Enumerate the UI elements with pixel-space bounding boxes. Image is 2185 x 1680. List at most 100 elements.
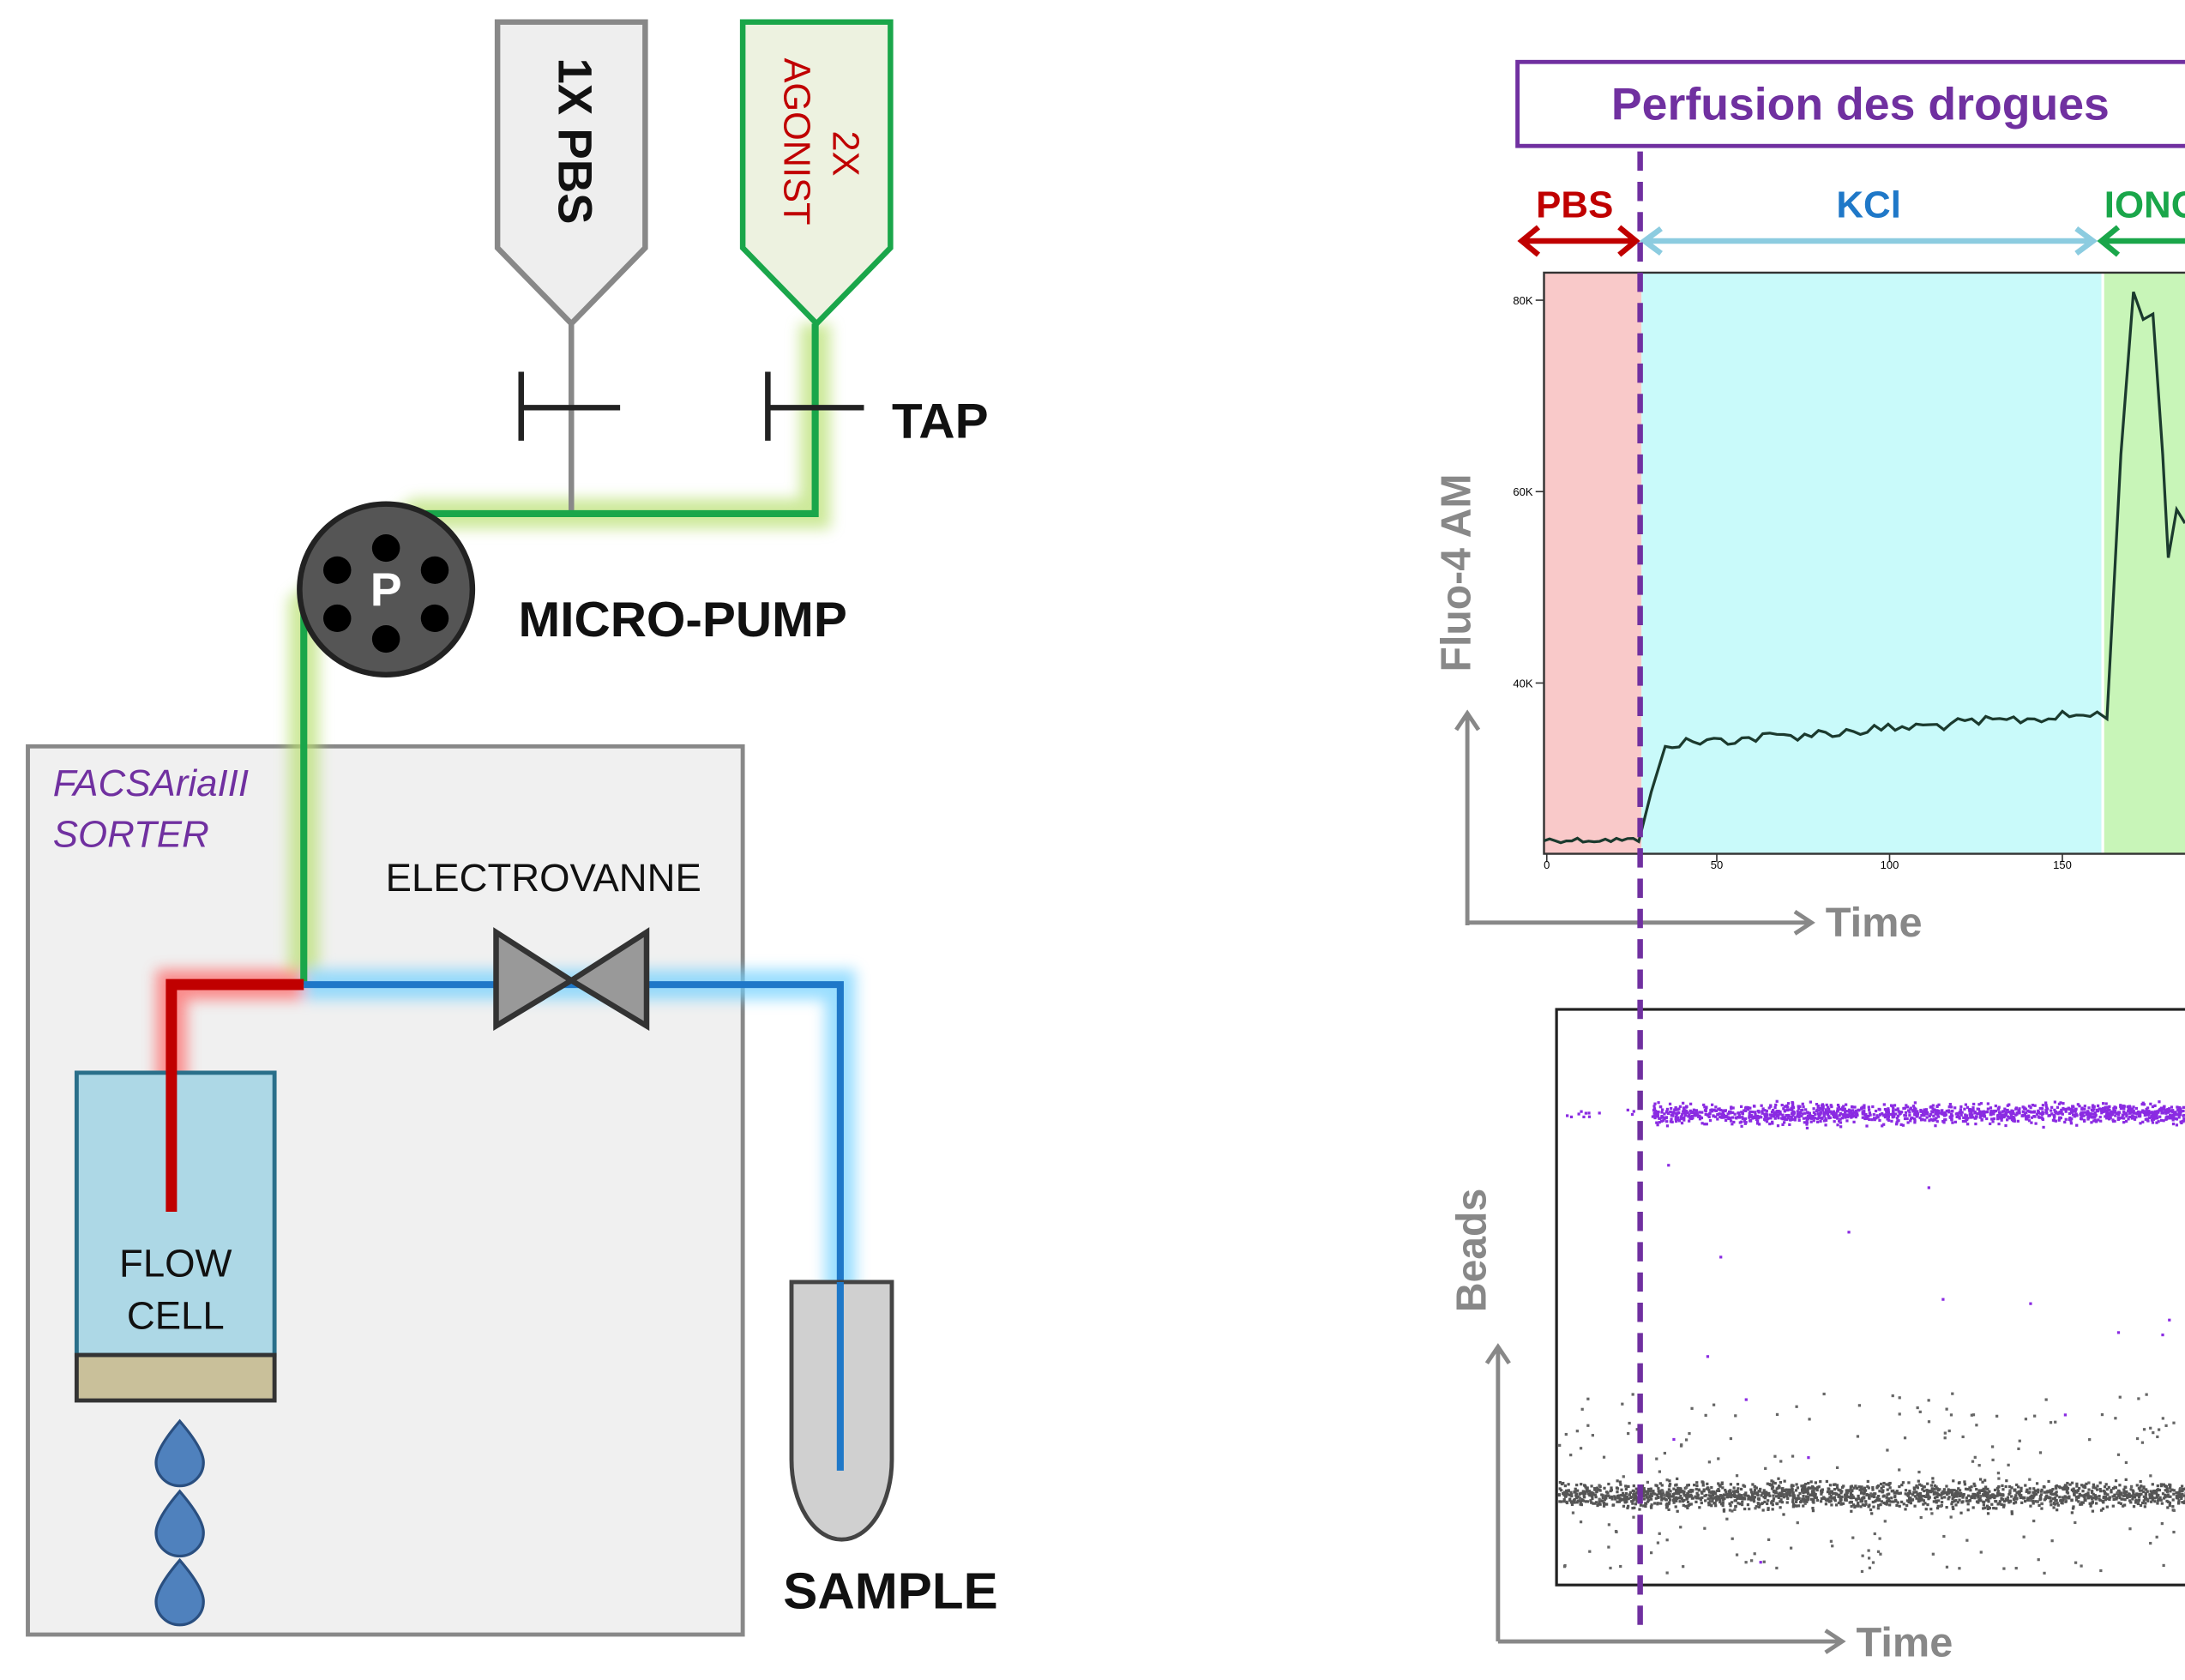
event-dot <box>1853 1105 1856 1108</box>
event-dot <box>1923 1495 1925 1497</box>
event-dot <box>1672 1502 1675 1504</box>
event-dot <box>1802 1495 1804 1497</box>
event-dot <box>2053 1502 2056 1505</box>
event-dot <box>1941 1111 1943 1113</box>
event-dot <box>1857 1495 1859 1497</box>
event-dot <box>1631 1502 1634 1505</box>
event-dot <box>2089 1112 2092 1115</box>
event-dot <box>2097 1105 2099 1107</box>
event-dot <box>2115 1497 2117 1500</box>
event-dot <box>1985 1499 1988 1502</box>
event-dot <box>1916 1493 1918 1496</box>
event-dot <box>2141 1442 2144 1444</box>
event-dot <box>1714 1504 1717 1507</box>
event-dot <box>1982 1494 1984 1496</box>
event-dot <box>1757 1116 1760 1118</box>
x-axis-label: Time <box>1856 1620 1953 1666</box>
event-dot <box>2088 1438 2091 1441</box>
event-dot <box>2149 1474 2152 1477</box>
event-dot <box>1895 1504 1898 1507</box>
event-dot <box>1579 1492 1581 1495</box>
x-tick-label: 150 <box>2053 858 2072 871</box>
event-dot <box>2172 1493 2175 1496</box>
event-dot <box>1763 1501 1766 1503</box>
event-dot <box>1633 1496 1635 1498</box>
event-dot <box>1594 1496 1597 1498</box>
event-dot <box>1877 1495 1880 1497</box>
event-dot <box>2136 1437 2139 1440</box>
event-dot <box>1700 1122 1703 1124</box>
event-dot <box>1756 1494 1759 1496</box>
event-dot <box>1643 1489 1646 1491</box>
event-dot <box>1930 1512 1933 1514</box>
event-dot <box>1598 1498 1601 1501</box>
event-dot <box>1947 1497 1949 1500</box>
event-dot <box>1580 1520 1582 1523</box>
event-dot <box>1984 1487 1987 1490</box>
event-dot <box>1700 1111 1703 1114</box>
event-dot <box>1731 1538 1734 1540</box>
event-dot <box>1712 1109 1714 1111</box>
event-dot <box>1616 1490 1618 1493</box>
event-dot <box>1883 1113 1886 1116</box>
event-dot <box>2038 1558 2040 1561</box>
event-dot <box>1766 1120 1768 1123</box>
event-dot <box>1568 1497 1571 1500</box>
event-dot <box>1929 1490 1932 1493</box>
event-dot <box>1814 1117 1816 1119</box>
event-dot <box>2042 1104 2044 1106</box>
event-dot <box>1619 1484 1622 1486</box>
event-dot <box>1772 1109 1774 1111</box>
sample-label: SAMPLE <box>783 1563 997 1620</box>
event-dot <box>1743 1485 1746 1488</box>
event-dot <box>2161 1522 2164 1525</box>
event-dot <box>1965 1104 1967 1106</box>
event-dot <box>1665 1120 1668 1123</box>
phase-label: PBS <box>1536 185 1613 226</box>
event-dot <box>1676 1510 1679 1513</box>
event-dot <box>1833 1484 1835 1486</box>
event-dot <box>1795 1483 1797 1485</box>
event-dot <box>2070 1499 2073 1502</box>
event-dot <box>2114 1417 2116 1419</box>
event-dot <box>1767 1483 1769 1485</box>
event-dot <box>2173 1509 2176 1512</box>
event-dot <box>1622 1475 1625 1478</box>
event-dot <box>1863 1106 1865 1109</box>
event-dot <box>1685 1438 1688 1441</box>
event-dot <box>1801 1112 1803 1115</box>
event-dot <box>1975 1115 1977 1117</box>
event-dot <box>1658 1532 1661 1535</box>
event-dot <box>1660 1111 1663 1113</box>
event-dot <box>2045 1104 2048 1106</box>
event-dot <box>2104 1485 2106 1488</box>
event-dot <box>2171 1117 2174 1119</box>
event-dot <box>1599 1489 1602 1491</box>
event-dot <box>1818 1485 1821 1488</box>
event-dot <box>1884 1108 1887 1111</box>
event-dot <box>2151 1119 2153 1122</box>
event-dot <box>2117 1502 2120 1504</box>
event-dot <box>2080 1111 2083 1114</box>
event-dot <box>2136 1484 2139 1486</box>
event-dot <box>2032 1520 2035 1522</box>
event-dot <box>1857 1435 1859 1437</box>
event-dot <box>1890 1120 1893 1123</box>
event-dot <box>1730 1483 1732 1485</box>
event-dot <box>1855 1113 1857 1116</box>
event-dot <box>1672 1493 1675 1496</box>
event-dot <box>1602 1496 1604 1499</box>
event-dot <box>2137 1500 2140 1502</box>
event-dot <box>1588 1116 1591 1118</box>
event-dot <box>2108 1496 2110 1499</box>
event-dot <box>1607 1545 1610 1548</box>
event-dot <box>1740 1488 1743 1490</box>
event-dot <box>1811 1507 1814 1509</box>
event-dot <box>2019 1440 2021 1442</box>
event-dot <box>1802 1103 1804 1105</box>
event-dot <box>1719 1255 1722 1258</box>
event-dot <box>1872 1506 1875 1508</box>
event-dot <box>1790 1107 1792 1110</box>
event-dot <box>1682 1102 1684 1105</box>
event-dot <box>1923 1499 1925 1502</box>
